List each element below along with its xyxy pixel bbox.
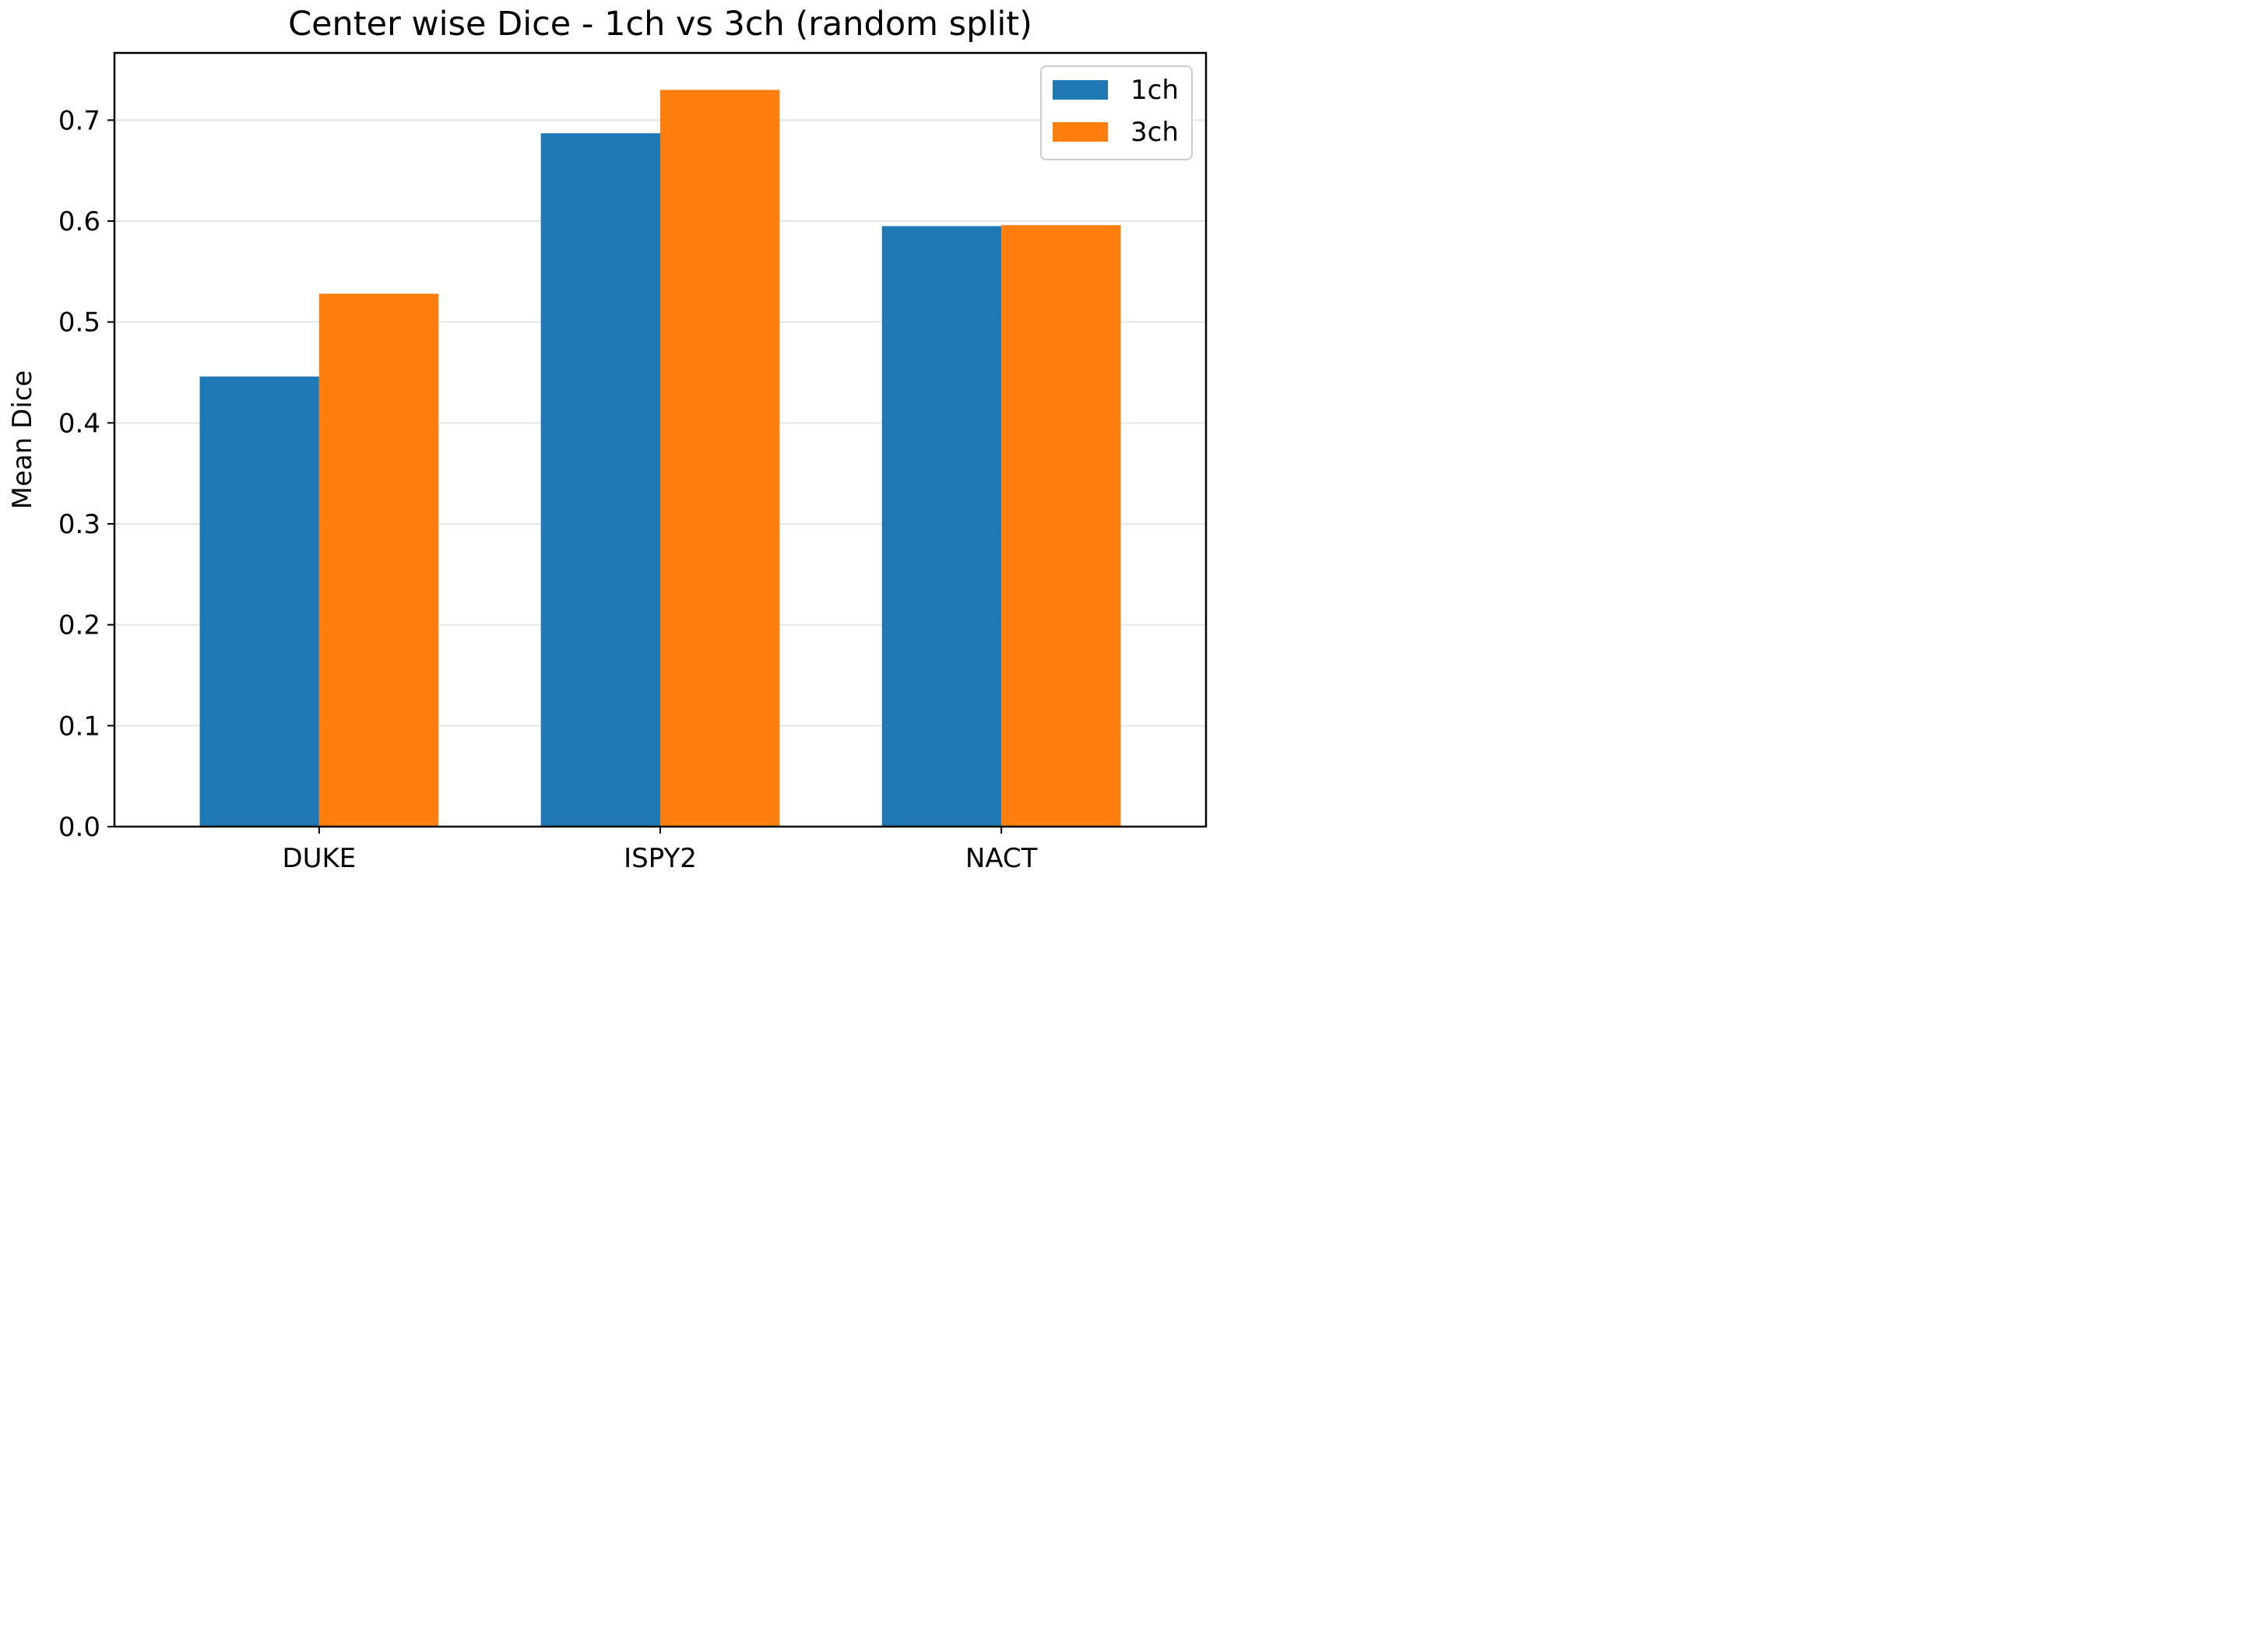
y-tick-label: 0.0 (58, 812, 100, 843)
x-tick-label: NACT (965, 843, 1038, 874)
y-tick-label: 0.6 (58, 206, 100, 237)
x-axis-ticks: DUKE ISPY2 NACT (282, 827, 1038, 874)
bar-nact-3ch (1001, 225, 1121, 827)
y-axis-ticks: 0.0 0.1 0.2 0.3 0.4 0.5 0.6 0.7 (58, 105, 114, 843)
bar-ispy2-3ch (660, 90, 780, 827)
y-tick-label: 0.7 (58, 105, 100, 136)
bar-ispy2-1ch (540, 133, 660, 827)
y-axis-label: Mean Dice (7, 370, 38, 510)
y-tick-label: 0.2 (58, 610, 100, 641)
legend-label-3ch: 3ch (1130, 117, 1179, 148)
bar-duke-1ch (199, 376, 319, 827)
y-tick-label: 0.3 (58, 509, 100, 540)
legend-swatch-3ch (1053, 122, 1108, 142)
legend-swatch-1ch (1053, 80, 1108, 100)
x-tick-label: ISPY2 (624, 843, 697, 874)
bar-chart: Center wise Dice - 1ch vs 3ch (random sp… (7, 5, 1208, 874)
x-tick-label: DUKE (282, 843, 356, 874)
legend: 1ch 3ch (1040, 65, 1193, 160)
y-tick-label: 0.5 (58, 307, 100, 339)
chart-title: Center wise Dice - 1ch vs 3ch (random sp… (288, 5, 1032, 44)
y-tick-label: 0.4 (58, 408, 100, 439)
legend-label-1ch: 1ch (1130, 75, 1179, 106)
bar-duke-3ch (318, 293, 439, 827)
bar-nact-1ch (881, 226, 1002, 827)
bars (199, 90, 1121, 827)
y-tick-label: 0.1 (58, 711, 100, 742)
